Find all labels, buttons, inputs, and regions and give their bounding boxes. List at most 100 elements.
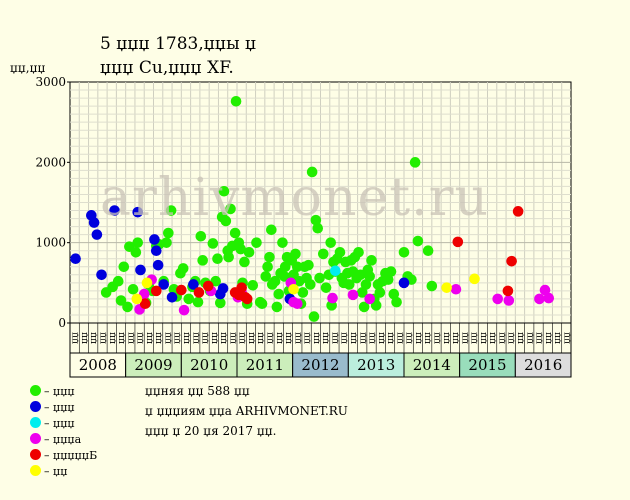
data-point <box>360 279 372 290</box>
month-label: џџ <box>80 332 90 344</box>
data-point <box>539 284 551 296</box>
data-point <box>391 296 402 308</box>
data-point <box>353 247 364 258</box>
data-point <box>241 293 253 305</box>
data-point <box>178 304 190 316</box>
data-point <box>325 237 337 248</box>
legend-swatch <box>30 385 41 396</box>
legend-label: – џџџ <box>44 401 75 414</box>
year-cell <box>236 352 294 378</box>
data-point <box>247 279 259 291</box>
data-point <box>235 243 247 255</box>
data-point <box>96 269 107 281</box>
data-point <box>264 251 275 263</box>
data-point <box>150 285 162 297</box>
month-label: џџ <box>293 332 303 344</box>
data-point <box>492 293 504 305</box>
data-point <box>469 273 480 285</box>
data-point <box>262 261 273 273</box>
data-point <box>364 293 375 305</box>
year-label: 2008 <box>79 356 117 374</box>
legend-swatch <box>30 433 41 444</box>
month-label: џџ <box>173 332 183 344</box>
month-label: џџ <box>210 332 220 344</box>
month-label: џџ <box>340 332 350 344</box>
data-point <box>236 282 247 293</box>
data-point <box>306 166 318 178</box>
data-point <box>158 279 170 290</box>
month-label: џџ <box>98 332 108 344</box>
data-point <box>163 227 174 239</box>
data-point <box>139 298 151 310</box>
data-point <box>412 235 424 247</box>
data-point <box>256 298 268 310</box>
month-label: џџ <box>108 332 118 344</box>
legend-label: – џџџа <box>44 433 82 446</box>
legend-label: – џџџ <box>44 417 75 430</box>
data-point <box>152 259 164 271</box>
data-point <box>197 255 208 266</box>
data-point <box>452 236 464 248</box>
data-point <box>266 224 277 236</box>
month-label: џџ <box>117 332 127 344</box>
data-point <box>269 275 281 287</box>
year-label: 2010 <box>190 356 228 374</box>
legend-swatch <box>30 449 41 460</box>
data-point <box>441 282 452 293</box>
year-cell <box>292 352 349 378</box>
note-total: џџняя џџ 588 џџ <box>145 384 250 398</box>
data-point <box>290 248 301 260</box>
data-point <box>230 95 242 107</box>
data-point <box>398 247 410 258</box>
data-point <box>195 230 207 242</box>
month-label: џџ <box>442 332 452 344</box>
month-label: џџ <box>395 332 405 344</box>
data-point <box>385 266 397 277</box>
data-point <box>223 251 234 263</box>
year-label: 2015 <box>468 356 506 374</box>
data-point <box>303 259 314 271</box>
month-label: џџ <box>432 332 442 344</box>
data-point <box>320 282 332 293</box>
y-tick-label: 2000 <box>35 155 66 169</box>
month-label: џџ <box>163 332 173 344</box>
month-label: џџ <box>544 332 554 344</box>
month-label: џџ <box>525 332 535 344</box>
month-label: џџ <box>256 332 266 344</box>
month-label: џџ <box>358 332 368 344</box>
data-point <box>176 284 187 296</box>
year-label: 2013 <box>357 356 395 374</box>
data-point <box>131 293 143 305</box>
month-label: џџ <box>377 332 387 344</box>
data-point <box>88 217 100 228</box>
data-point <box>215 297 226 309</box>
month-label: џџ <box>182 332 192 344</box>
legend-item: – џџџџџБ <box>30 449 97 462</box>
data-point <box>409 157 421 168</box>
data-point <box>239 256 250 268</box>
data-point <box>220 215 232 227</box>
data-point <box>292 261 303 273</box>
year-labels: 2008 2009 2010 2011 2012 2013 2014 2015 2016 <box>69 352 572 378</box>
chart-title-line1: 5 џџџ 1783,џџы џ <box>100 34 257 54</box>
year-label: 2012 <box>301 356 339 374</box>
data-point <box>243 247 255 258</box>
legend-item: – џџ <box>30 465 67 478</box>
data-point <box>388 288 400 300</box>
data-point <box>310 214 322 226</box>
month-label: џџ <box>423 332 433 344</box>
data-point <box>334 247 346 258</box>
data-point <box>364 271 375 282</box>
data-point <box>308 311 320 322</box>
data-point <box>150 245 162 256</box>
data-point <box>422 245 434 256</box>
month-label: џџ <box>330 332 340 344</box>
data-point <box>70 253 81 265</box>
month-label: џџ <box>191 332 201 344</box>
month-label: џџ <box>71 332 81 344</box>
month-label: џџ <box>284 332 294 344</box>
data-point <box>317 248 329 260</box>
data-point <box>122 301 133 313</box>
